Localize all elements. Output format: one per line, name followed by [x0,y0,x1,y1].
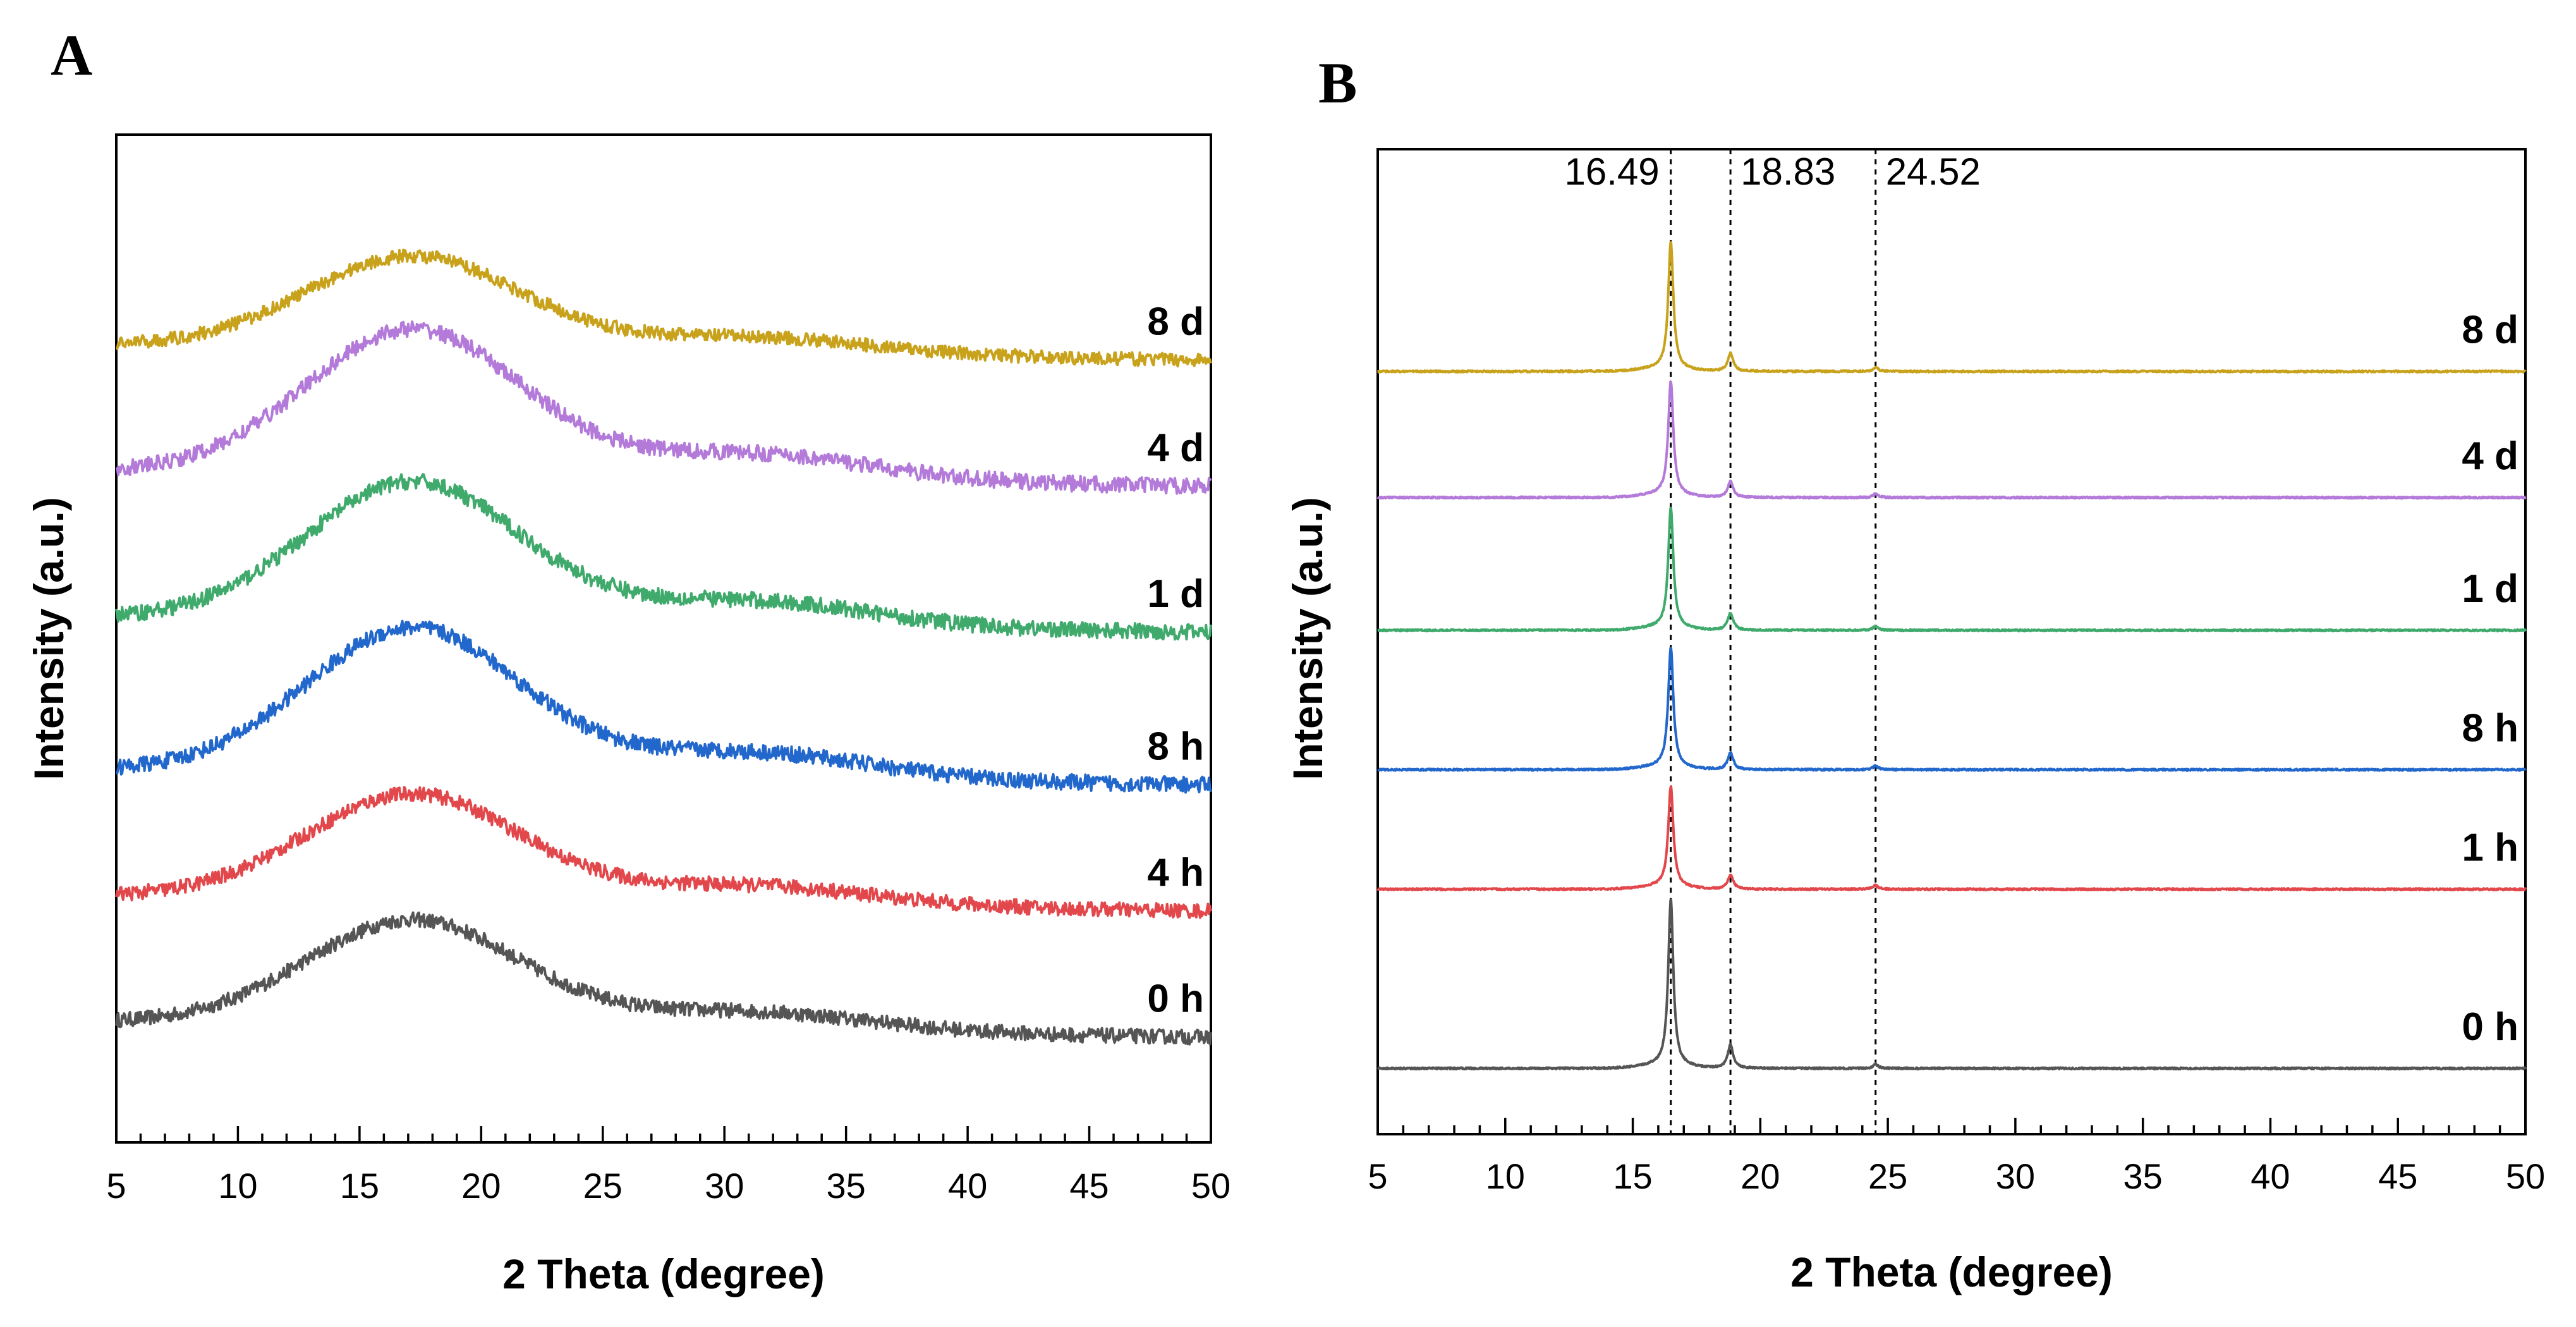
series-label-1-d: 1 d [2462,567,2518,611]
series-label-8-d: 8 d [1147,300,1204,344]
x-tick-label: 10 [218,1166,257,1206]
panel-a-plot-frame [115,133,1212,1144]
x-tick-label: 20 [461,1166,501,1206]
x-tick-label: 10 [1486,1156,1525,1196]
panel-a-series-group [115,248,1212,1046]
panel-b-reference-lines: 16.49 18.83 24.52 [1565,149,1981,1134]
series-label-8-h: 8 h [2462,707,2518,750]
series-line-1-d [1376,506,2527,633]
panel-a-x-axis-title: 2 Theta (degree) [502,1251,825,1297]
series-label-4-h: 4 h [1147,851,1204,895]
series-label-1-d: 1 d [1147,572,1204,616]
x-tick-label: 15 [1613,1156,1652,1196]
panel-a: A 5 10 15 20 25 30 35 40 45 50 0 h 4 h 8 h 1 d 4 d 8 d… [25,23,1230,1297]
series-label-0-h: 0 h [1147,977,1204,1021]
series-label-8-d: 8 d [2462,309,2518,352]
panel-a-letter: A [51,23,92,87]
series-line-4-d [1376,380,2527,500]
series-line-1-h [1376,785,2527,891]
x-tick-label: 50 [2506,1156,2545,1196]
panel-a-x-axis: 5 10 15 20 25 30 35 40 45 50 [106,1126,1230,1206]
series-line-8-h [1376,647,2527,772]
series-label-4-d: 4 d [1147,426,1204,470]
x-tick-label: 5 [106,1166,126,1206]
reference-line-label: 16.49 [1565,150,1660,193]
x-tick-label: 45 [1069,1166,1109,1206]
reference-line-label: 24.52 [1886,150,1981,193]
panel-b-series-group [1376,241,2527,1071]
series-label-0-h: 0 h [2462,1005,2518,1049]
x-tick-label: 30 [705,1166,744,1206]
panel-b-letter: B [1318,51,1357,115]
x-tick-label: 15 [340,1166,379,1206]
x-tick-label: 40 [2251,1156,2290,1196]
x-tick-label: 35 [827,1166,866,1206]
series-line-0-h [115,911,1212,1046]
reference-line-label: 18.83 [1741,150,1835,193]
panel-b-plot-frame [1376,148,2527,1135]
x-tick-label: 40 [948,1166,987,1206]
series-line-4-d [115,320,1212,495]
x-tick-label: 50 [1191,1166,1230,1206]
x-tick-label: 35 [2123,1156,2163,1196]
series-line-1-d [115,473,1212,641]
x-tick-label: 20 [1741,1156,1780,1196]
panel-a-y-axis-title: Intensity (a.u.) [25,497,72,780]
series-line-8-h [116,620,1212,794]
series-label-4-d: 4 d [2462,434,2518,478]
x-tick-label: 25 [583,1166,623,1206]
series-line-8-d [115,248,1212,368]
series-line-8-d [1376,241,2527,374]
panel-a-series-labels: 0 h 4 h 8 h 1 d 4 d 8 d [1147,300,1204,1021]
x-tick-label: 5 [1368,1156,1387,1196]
panel-b-x-axis-title: 2 Theta (degree) [1790,1249,2113,1295]
x-tick-label: 30 [1996,1156,2035,1196]
panel-b-series-labels: 0 h 1 h 8 h 1 d 4 d 8 d [2462,309,2518,1049]
x-tick-label: 25 [1868,1156,1907,1196]
series-label-1-h: 1 h [2462,826,2518,870]
panel-b-y-axis-title: Intensity (a.u.) [1284,497,1331,780]
series-line-4-h [115,786,1212,919]
panel-b: B 16.49 18.83 24.52 5 10 15 20 25 30 35 40 45 50 0 … [1284,51,2545,1295]
series-label-8-h: 8 h [1147,725,1204,769]
panel-b-x-axis: 5 10 15 20 25 30 35 40 45 50 [1368,1118,2545,1196]
series-line-0-h [1376,898,2527,1071]
x-tick-label: 45 [2378,1156,2417,1196]
